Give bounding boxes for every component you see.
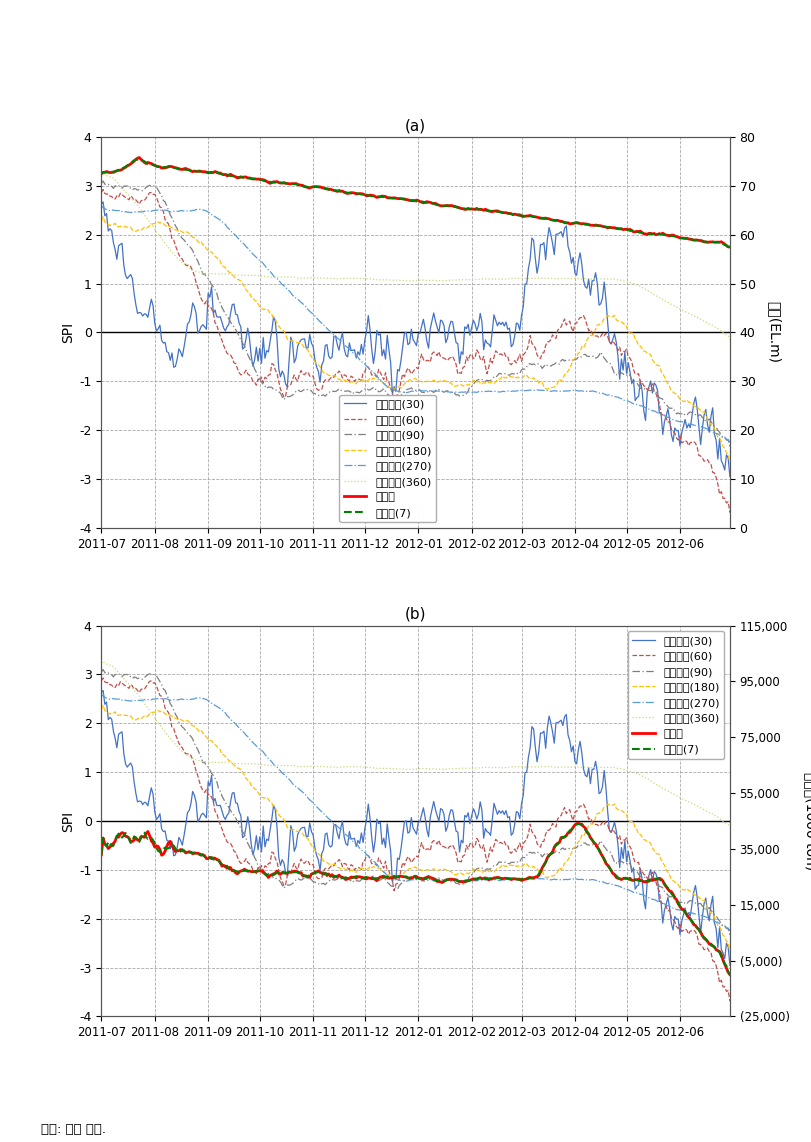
Title: (a): (a) <box>405 118 427 134</box>
Y-axis label: 저수량(1000 ton): 저수량(1000 ton) <box>804 772 811 870</box>
Legend: 가뭄지수(30), 가뭄지수(60), 가뭄지수(90), 가뭄지수(180), 가뭄지수(270), 가뭄지수(360), 저수위, 저수위(7): 가뭄지수(30), 가뭄지수(60), 가뭄지수(90), 가뭄지수(180),… <box>340 394 436 522</box>
Y-axis label: 수위(EL.m): 수위(EL.m) <box>766 301 781 363</box>
Y-axis label: SPI: SPI <box>61 322 75 343</box>
Title: (b): (b) <box>405 606 427 621</box>
Text: 자료: 필자 작성.: 자료: 필자 작성. <box>41 1124 105 1136</box>
Y-axis label: SPI: SPI <box>61 811 75 831</box>
Legend: 가뭄지수(30), 가뭄지수(60), 가뭄지수(90), 가뭄지수(180), 가뭄지수(270), 가뭄지수(360), 저수량, 저수위(7): 가뭄지수(30), 가뭄지수(60), 가뭄지수(90), 가뭄지수(180),… <box>628 632 724 759</box>
